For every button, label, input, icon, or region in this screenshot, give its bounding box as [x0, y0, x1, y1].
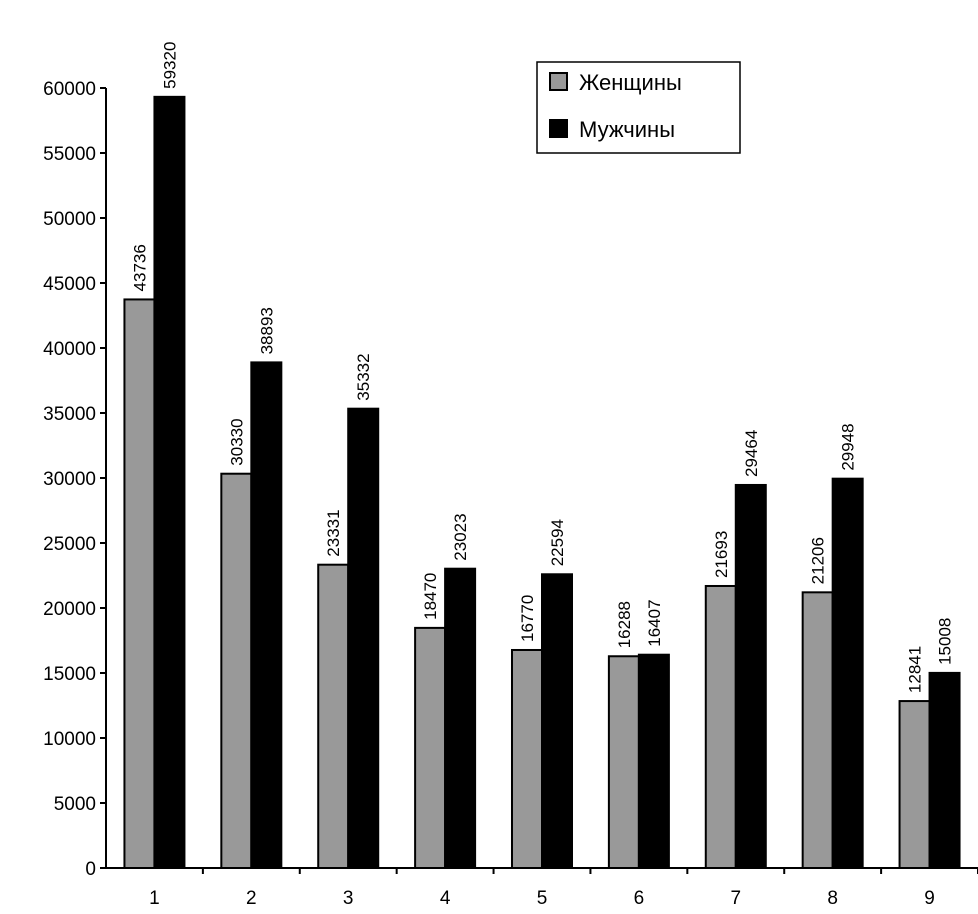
- data-label: 43736: [130, 244, 149, 291]
- data-label: 18470: [421, 573, 440, 620]
- bar-men: [928, 671, 961, 869]
- y-tick-label: 10000: [43, 729, 96, 750]
- y-tick-label: 35000: [43, 404, 96, 425]
- bar-men: [347, 407, 380, 869]
- bar-women: [317, 563, 350, 870]
- y-tick-label: 15000: [43, 664, 96, 685]
- x-tick-label: 6: [634, 888, 645, 909]
- x-tick-label: 9: [924, 888, 935, 909]
- bar-men: [637, 653, 670, 869]
- x-axis: 1 2 3 4 5 6 7 8 9: [100, 867, 978, 909]
- data-labels: 43736 30330 23331 18470 16770 16288 21693 21206…: [130, 42, 954, 694]
- bar-men: [250, 361, 283, 869]
- legend-label-men: Мужчины: [579, 117, 675, 142]
- data-label: 16407: [645, 599, 664, 646]
- bar-women: [898, 700, 931, 870]
- data-label: 59320: [160, 42, 179, 89]
- data-label: 16288: [615, 601, 634, 648]
- bar-women: [511, 648, 543, 869]
- x-tick-label: 2: [246, 888, 257, 909]
- y-tick-label: 45000: [43, 274, 96, 295]
- y-tick-label: 30000: [43, 469, 96, 490]
- data-label: 12841: [906, 646, 925, 693]
- bar-women: [123, 298, 156, 869]
- bar-women: [220, 472, 253, 869]
- bar-men: [444, 567, 477, 869]
- bar-women: [801, 591, 834, 870]
- y-tick-label: 60000: [43, 79, 96, 100]
- y-tick-label: 5000: [54, 794, 96, 815]
- data-label: 16770: [518, 595, 537, 642]
- legend-label-women: Женщины: [579, 70, 682, 95]
- data-label: 23331: [324, 509, 343, 556]
- bars: [123, 95, 961, 870]
- y-tick-label: 20000: [43, 599, 96, 620]
- x-tick-label: 4: [440, 888, 451, 909]
- x-tick-label: 8: [827, 888, 838, 909]
- bar-men: [831, 477, 864, 869]
- data-label: 23023: [451, 513, 470, 560]
- y-tick-label: 55000: [43, 144, 96, 165]
- bar-men: [541, 573, 573, 869]
- y-tick-label: 40000: [43, 339, 96, 360]
- bar-women: [414, 626, 447, 870]
- data-label: 38893: [257, 307, 276, 354]
- x-tick-label: 5: [537, 888, 548, 909]
- y-tick-label: 0: [85, 859, 96, 880]
- data-label: 29464: [742, 430, 761, 477]
- bar-women: [607, 655, 640, 869]
- legend-swatch-men: [549, 119, 568, 138]
- data-label: 30330: [227, 418, 246, 465]
- data-label: 29948: [839, 423, 858, 470]
- data-label: 22594: [548, 519, 567, 566]
- bar-men: [153, 95, 186, 869]
- bar-women: [704, 584, 737, 870]
- data-label: 35332: [354, 353, 373, 400]
- y-axis: 0 5000 10000 15000 20000 25000 30000 35000 40000…: [43, 79, 107, 880]
- data-label: 21693: [712, 531, 731, 578]
- y-tick-label: 50000: [43, 209, 96, 230]
- x-tick-label: 3: [343, 888, 354, 909]
- legend-box: [536, 61, 741, 154]
- x-tick-label: 7: [730, 888, 741, 909]
- data-label: 21206: [809, 537, 828, 584]
- x-tick-label: 1: [149, 888, 160, 909]
- bar-men: [734, 483, 767, 869]
- data-label: 15008: [936, 618, 955, 665]
- legend-swatch-women: [549, 72, 568, 91]
- y-tick-label: 25000: [43, 534, 96, 555]
- legend: Женщины Мужчины: [536, 61, 741, 154]
